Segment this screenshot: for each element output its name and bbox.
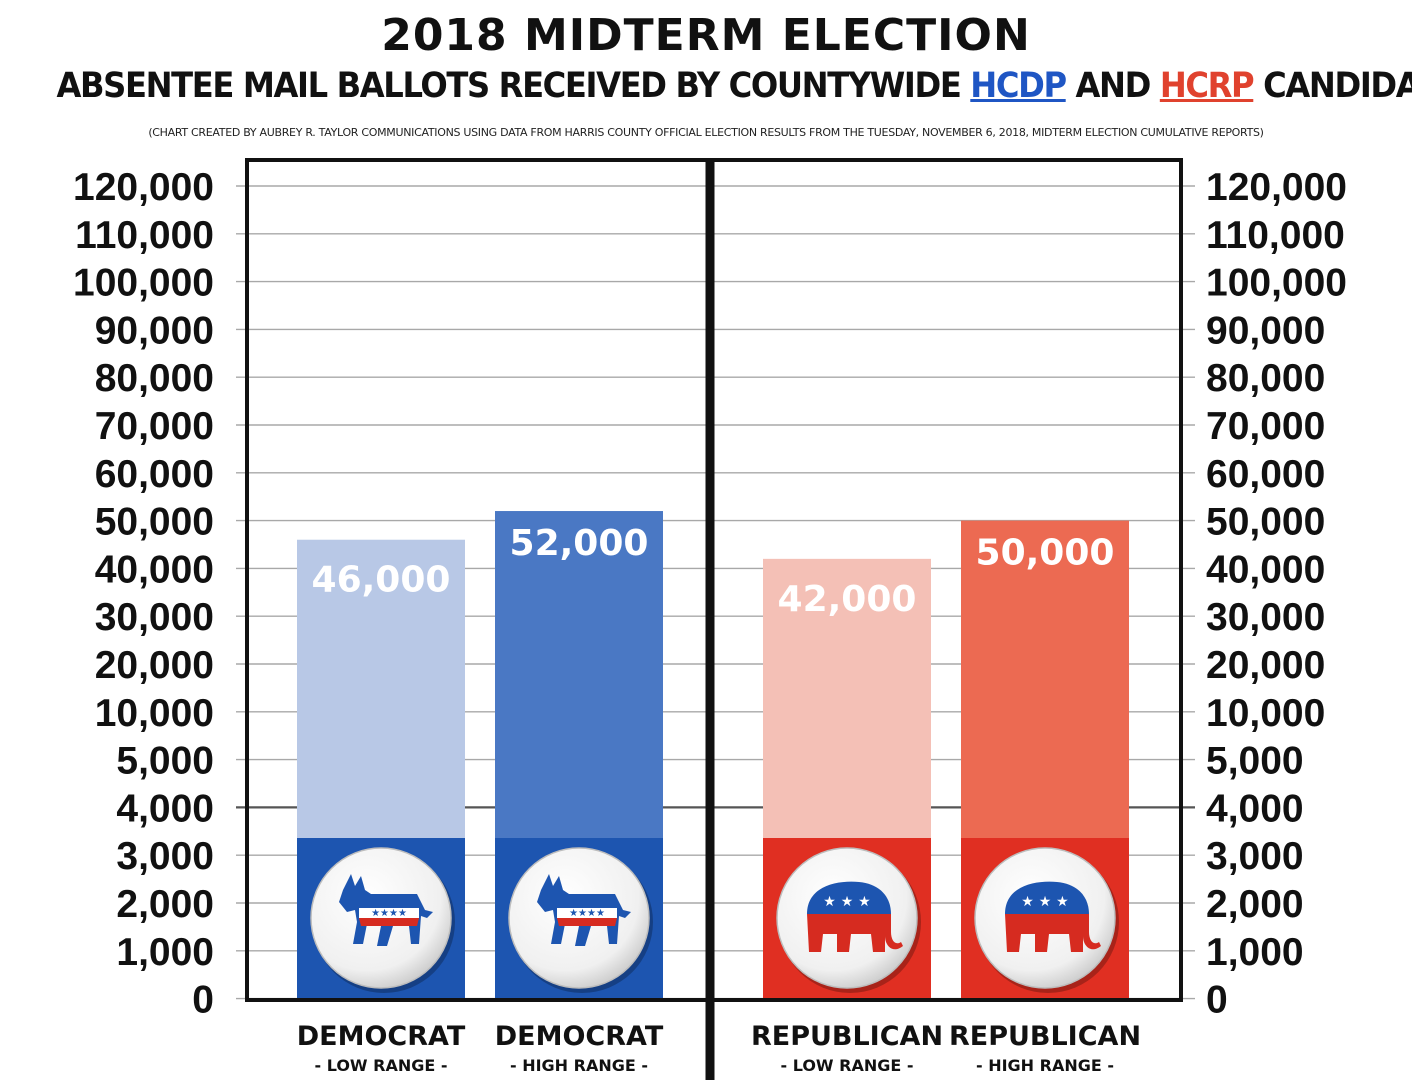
bar-group-democrat-low: 46,000: [297, 539, 465, 1000]
y-tick-right-label: 3,000: [1206, 835, 1304, 878]
x-category-sublabel: - HIGH RANGE -: [976, 1056, 1114, 1075]
y-tick-right-label: 5,000: [1206, 740, 1304, 783]
y-tick-left-label: 110,000: [75, 214, 214, 257]
y-tick-right-label: 80,000: [1206, 357, 1325, 400]
y-tick-left-label: 40,000: [95, 548, 214, 591]
y-tick-left-label: 1,000: [116, 931, 214, 974]
y-tick-left-label: 60,000: [95, 453, 214, 496]
chart-subtitle: ABSENTEE MAIL BALLOTS RECEIVED BY COUNTY…: [56, 66, 1412, 106]
x-category-label: DEMOCRAT: [495, 1021, 664, 1052]
y-tick-left-label: 0: [192, 979, 214, 1022]
elephant-icon: [776, 847, 921, 993]
y-tick-right-label: 30,000: [1206, 596, 1325, 639]
x-category-label: DEMOCRAT: [297, 1021, 466, 1052]
subtitle-pre: ABSENTEE MAIL BALLOTS RECEIVED BY COUNTY…: [56, 66, 971, 106]
subtitle-hcdp: HCDP: [970, 66, 1067, 106]
x-category-sublabel: - LOW RANGE -: [780, 1056, 913, 1075]
y-tick-left-label: 5,000: [116, 740, 214, 783]
y-tick-left-label: 30,000: [95, 596, 214, 639]
y-tick-right-label: 20,000: [1206, 644, 1325, 687]
subtitle-mid: AND: [1065, 66, 1160, 106]
bar-group-republican-high: 50,000: [961, 520, 1129, 1000]
subtitle-hcrp: HCRP: [1159, 66, 1255, 106]
bars: 46,000 52,000 42,000 50,000: [297, 511, 1129, 1000]
elephant-icon: [974, 847, 1119, 993]
y-tick-left-label: 90,000: [95, 309, 214, 352]
y-tick-left-label: 2,000: [116, 883, 214, 926]
bar-group-republican-low: 42,000: [763, 558, 931, 1000]
y-tick-right-label: 100,000: [1206, 262, 1347, 305]
y-tick-left-label: 50,000: [95, 501, 214, 544]
subtitle-post: CANDIDATES: [1263, 66, 1412, 106]
y-tick-left-label: 10,000: [95, 692, 214, 735]
y-tick-right-label: 90,000: [1206, 309, 1325, 352]
bar-group-democrat-high: 52,000: [495, 511, 663, 1000]
y-tick-left-label: 20,000: [95, 644, 214, 687]
y-tick-right-label: 10,000: [1206, 692, 1325, 735]
x-category-sublabel: - HIGH RANGE -: [510, 1056, 648, 1075]
y-tick-left-label: 100,000: [73, 262, 214, 305]
x-category-sublabel: - LOW RANGE -: [314, 1056, 447, 1075]
bar-value-label: 52,000: [510, 523, 649, 564]
y-tick-right-label: 120,000: [1206, 166, 1347, 209]
y-tick-right-label: 0: [1206, 979, 1228, 1022]
y-tick-left-label: 70,000: [95, 405, 214, 448]
y-tick-right-label: 110,000: [1206, 214, 1345, 257]
y-tick-left-label: 120,000: [73, 166, 214, 209]
bar-value-label: 42,000: [778, 579, 917, 620]
y-tick-left-label: 4,000: [116, 787, 214, 830]
y-tick-right-label: 50,000: [1206, 501, 1325, 544]
donkey-icon: [310, 847, 455, 993]
y-tick-left-label: 80,000: [95, 357, 214, 400]
y-tick-right-label: 70,000: [1206, 405, 1325, 448]
x-category-label: REPUBLICAN: [751, 1021, 943, 1052]
x-axis-labels: DEMOCRAT - LOW RANGE - DEMOCRAT - HIGH RANG…: [297, 1021, 1141, 1075]
y-tick-right-label: 4,000: [1206, 787, 1304, 830]
y-tick-right-label: 40,000: [1206, 548, 1325, 591]
y-tick-right-label: 1,000: [1206, 931, 1304, 974]
y-tick-right-label: 60,000: [1206, 453, 1325, 496]
chart-source-note: (CHART CREATED BY AUBREY R. TAYLOR COMMU…: [148, 126, 1264, 139]
bar-value-label: 46,000: [312, 560, 451, 601]
bar-value-label: 50,000: [976, 533, 1115, 574]
chart-frame: [245, 158, 1183, 1080]
x-category-label: REPUBLICAN: [949, 1021, 1141, 1052]
y-tick-right-label: 2,000: [1206, 883, 1304, 926]
donkey-icon: [508, 847, 653, 993]
y-tick-left-label: 3,000: [116, 835, 214, 878]
chart-title: 2018 MIDTERM ELECTION: [381, 10, 1031, 61]
